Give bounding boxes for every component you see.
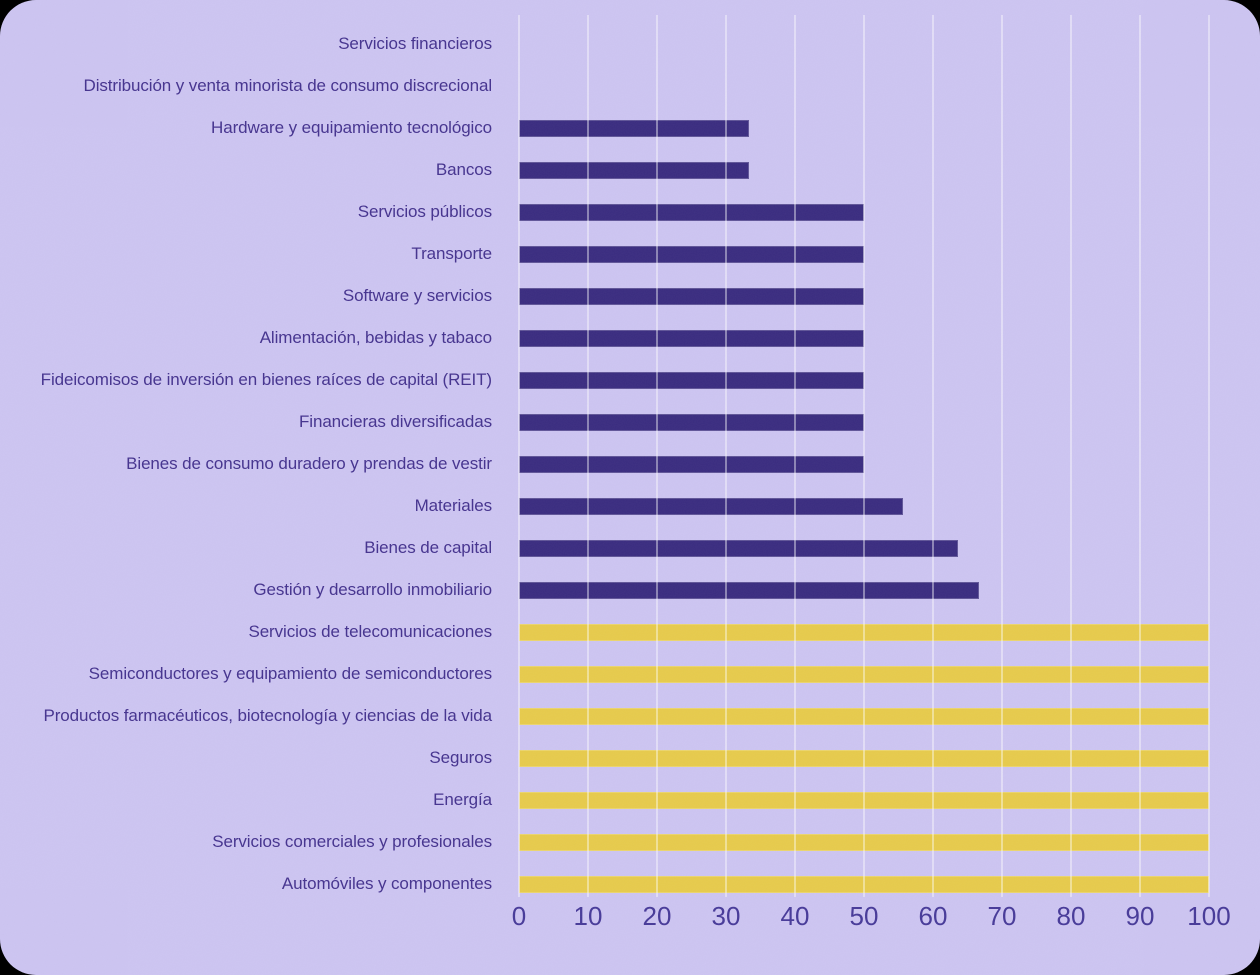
category-label: Financieras diversificadas	[299, 412, 492, 431]
category-label: Servicios comerciales y profesionales	[212, 832, 492, 851]
gridline-x-60	[932, 15, 934, 897]
bar-purple	[519, 287, 864, 305]
gridline-x-70	[1001, 15, 1003, 897]
category-label: Productos farmacéuticos, biotecnología y…	[43, 706, 492, 725]
category-label: Alimentación, bebidas y tabaco	[259, 328, 492, 347]
x-axis-tick-label: 70	[987, 901, 1017, 931]
x-axis-tick-label: 80	[1056, 901, 1086, 931]
category-label: Semiconductores y equipamiento de semico…	[88, 664, 492, 683]
gridline-x-10	[587, 15, 589, 897]
gridline-x-50	[863, 15, 865, 897]
bar-purple	[519, 497, 903, 515]
category-label: Bienes de consumo duradero y prendas de …	[126, 454, 492, 473]
category-label: Hardware y equipamiento tecnológico	[211, 118, 492, 137]
x-axis-tick-label: 10	[573, 901, 603, 931]
x-axis-tick-label: 0	[511, 901, 527, 931]
category-label: Fideicomisos de inversión en bienes raíc…	[40, 370, 492, 389]
bar-purple	[519, 455, 864, 473]
gridline-x-40	[794, 15, 796, 897]
bar-purple	[519, 245, 864, 263]
x-axis-tick-label: 20	[642, 901, 672, 931]
gridline-x-80	[1070, 15, 1072, 897]
category-label: Gestión y desarrollo inmobiliario	[253, 580, 492, 599]
category-label: Automóviles y componentes	[281, 874, 492, 893]
bar-purple	[519, 161, 749, 179]
x-axis-tick-label: 100	[1187, 901, 1231, 931]
x-axis-tick-label: 90	[1125, 901, 1155, 931]
category-label: Transporte	[411, 244, 492, 263]
bar-purple	[519, 371, 864, 389]
category-label: Bienes de capital	[364, 538, 492, 557]
category-label: Bancos	[435, 160, 492, 179]
x-axis-tick-label: 50	[849, 901, 879, 931]
gridline-x-90	[1139, 15, 1141, 897]
gridline-x-100	[1208, 15, 1210, 897]
bar-purple	[519, 119, 749, 137]
category-label: Seguros	[429, 748, 492, 767]
category-label: Servicios públicos	[357, 202, 492, 221]
category-label: Servicios de telecomunicaciones	[248, 622, 492, 641]
bar-purple	[519, 329, 864, 347]
x-axis-tick-label: 30	[711, 901, 741, 931]
gridline-x-20	[656, 15, 658, 897]
category-label: Distribución y venta minorista de consum…	[83, 76, 493, 95]
category-label: Materiales	[414, 496, 493, 515]
category-label: Energía	[433, 790, 492, 809]
bar-purple	[519, 203, 864, 221]
bar-purple	[519, 413, 864, 431]
x-axis-tick-label: 40	[780, 901, 810, 931]
gridline-x-0	[518, 15, 520, 897]
gridline-x-30	[725, 15, 727, 897]
x-axis-tick-label: 60	[918, 901, 948, 931]
category-label: Software y servicios	[342, 286, 492, 305]
category-label: Servicios financieros	[338, 34, 492, 53]
bar-purple	[519, 539, 958, 557]
